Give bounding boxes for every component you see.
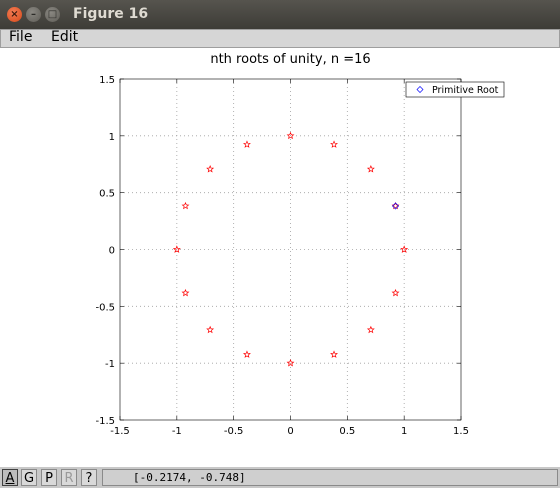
primitive-root-point: [392, 202, 400, 210]
close-window-icon[interactable]: ×: [7, 7, 22, 22]
y-tick-label: 0.5: [99, 189, 115, 200]
x-tick-label: 0.5: [339, 426, 355, 437]
legend-marker: [416, 86, 424, 93]
y-tick-label: -1.5: [95, 416, 115, 427]
root-point: [181, 201, 190, 210]
root-point: [243, 140, 251, 148]
plot-frame: [119, 78, 462, 421]
y-tick-label: 1: [109, 132, 115, 143]
window-title: Figure 16: [73, 6, 149, 22]
rotate-button[interactable]: R: [61, 469, 77, 486]
root-point: [391, 288, 400, 297]
root-point: [286, 359, 295, 367]
y-tick-label: 1.5: [99, 75, 115, 86]
coordinate-readout: [-0.2174, -0.748]: [102, 469, 558, 486]
legend-box: [405, 81, 505, 98]
menu-edit[interactable]: Edit: [51, 29, 79, 45]
menu-bar: File Edit: [0, 29, 560, 48]
legend-label: Primitive Root: [432, 85, 499, 96]
root-point: [286, 131, 295, 140]
root-point: [172, 245, 181, 253]
root-point: [330, 350, 338, 358]
root-point: [243, 350, 251, 358]
root-point: [366, 164, 375, 173]
menu-file[interactable]: File: [9, 29, 33, 45]
y-tick-label: -1: [105, 359, 115, 370]
minimize-window-icon[interactable]: –: [26, 7, 41, 22]
x-tick-label: -1.5: [110, 426, 130, 437]
root-point: [366, 325, 375, 334]
root-point: [206, 325, 215, 334]
grid-toggle-button[interactable]: G: [21, 469, 37, 486]
figure-canvas[interactable]: nth roots of unity, n =16 -1.5 -1 -0.5 0 0.5…: [0, 47, 560, 467]
status-bar: A G P R ? [-0.2174, -0.748]: [0, 467, 560, 488]
help-button[interactable]: ?: [81, 469, 97, 486]
x-tick-label: 1.5: [453, 426, 469, 437]
maximize-window-icon[interactable]: □: [45, 7, 60, 22]
autoscale-button[interactable]: A: [2, 469, 18, 486]
chart-title: nth roots of unity, n =16: [210, 52, 371, 67]
window-titlebar[interactable]: × – □ Figure 16: [0, 0, 560, 29]
y-tick-label: 0: [109, 246, 115, 257]
x-tick-label: -1: [172, 426, 182, 437]
root-point: [330, 140, 338, 148]
y-tick-label: -0.5: [95, 302, 115, 313]
x-tick-label: 0: [287, 426, 293, 437]
root-point: [206, 164, 215, 173]
root-point: [400, 245, 409, 253]
x-tick-label: 1: [401, 426, 407, 437]
scatter-chart[interactable]: -1.5 -1 -0.5 0 0.5 1 1.5 -1.5 -1 -0.5 0 0.5 1 1.5 Prim…: [0, 47, 560, 467]
x-tick-label: -0.5: [224, 426, 244, 437]
root-point: [181, 288, 190, 297]
pan-button[interactable]: P: [41, 469, 57, 486]
